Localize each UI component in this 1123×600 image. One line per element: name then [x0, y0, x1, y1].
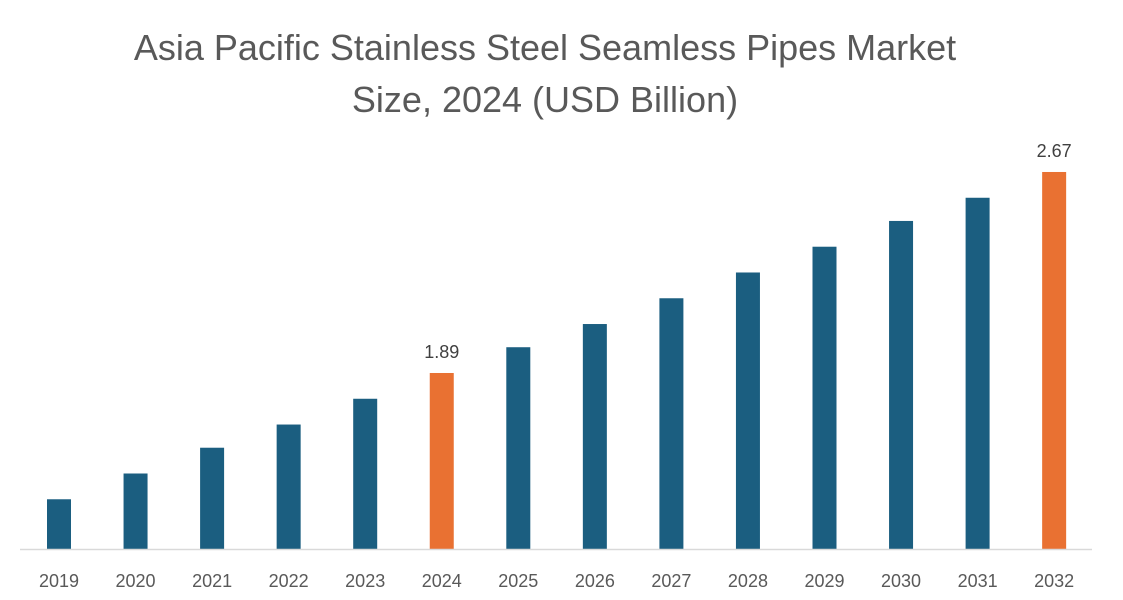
- bar-2024: [429, 372, 454, 549]
- x-tick-label: 2029: [804, 571, 844, 591]
- x-tick-label: 2031: [958, 571, 998, 591]
- x-tick-label: 2026: [575, 571, 615, 591]
- bar-2029: [812, 246, 837, 549]
- x-tick-label: 2020: [116, 571, 156, 591]
- x-tick-label: 2021: [192, 571, 232, 591]
- x-tick-label: 2032: [1034, 571, 1074, 591]
- bar-2022: [276, 424, 301, 549]
- bar-2027: [659, 298, 684, 549]
- bar-2020: [123, 473, 148, 549]
- bar-2025: [506, 347, 531, 549]
- x-tick-label: 2027: [651, 571, 691, 591]
- bar-2026: [582, 324, 607, 549]
- x-tick-label: 2024: [422, 571, 462, 591]
- bar-2030: [889, 220, 914, 549]
- bar-2023: [353, 398, 378, 549]
- x-tick-label: 2023: [345, 571, 385, 591]
- data-label-2032: 2.67: [1037, 141, 1072, 161]
- bar-2032: [1042, 171, 1067, 549]
- chart-title-line-2: Size, 2024 (USD Billion): [351, 79, 739, 120]
- chart-title: Asia Pacific Stainless Steel Seamless Pi…: [0, 22, 1090, 126]
- x-tick-label: 2025: [498, 571, 538, 591]
- bar-2031: [965, 197, 990, 550]
- x-tick-label: 2019: [39, 571, 79, 591]
- x-tick-label: 2028: [728, 571, 768, 591]
- bar-2028: [735, 272, 760, 549]
- x-tick-label: 2022: [269, 571, 309, 591]
- bar-2021: [200, 447, 225, 549]
- data-label-2024: 1.89: [424, 342, 459, 362]
- x-tick-label: 2030: [881, 571, 921, 591]
- chart-title-line-1: Asia Pacific Stainless Steel Seamless Pi…: [133, 27, 957, 68]
- bar-2019: [47, 499, 71, 549]
